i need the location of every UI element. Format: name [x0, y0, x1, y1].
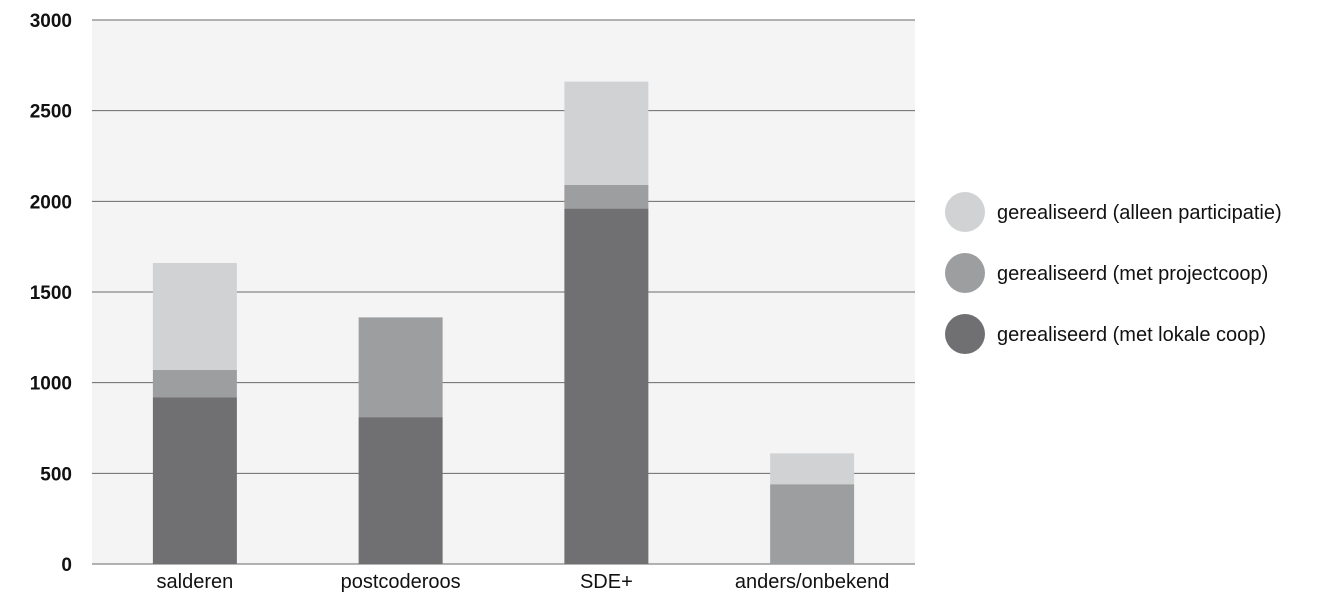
y-tick-label: 2500: [30, 102, 72, 123]
x-tick-label: SDE+: [580, 571, 633, 593]
legend-swatch: [945, 314, 985, 354]
legend-swatch: [945, 192, 985, 232]
bar-segment: [564, 208, 649, 564]
x-axis-ticks: salderen postcoderoos SDE+ anders/onbekend: [157, 571, 890, 593]
x-tick-label: salderen: [157, 571, 234, 593]
y-axis-ticks: 0 500 1000 1500 2000 2500 3000: [30, 11, 72, 576]
bar-segment: [152, 369, 237, 398]
bar-segment: [770, 453, 855, 485]
x-tick-label: anders/onbekend: [735, 571, 890, 593]
bars: [152, 81, 855, 564]
legend-swatch: [945, 253, 985, 293]
y-tick-label: 3000: [30, 11, 72, 32]
y-tick-label: 2000: [30, 192, 72, 213]
bar-segment: [564, 81, 649, 186]
bar-segment: [358, 317, 443, 418]
bar-segment: [152, 262, 237, 370]
x-tick-label: postcoderoos: [341, 571, 461, 593]
bar-segment: [770, 484, 855, 564]
legend-label: gerealiseerd (met lokale coop): [997, 324, 1266, 346]
legend-label: gerealiseerd (met projectcoop): [997, 263, 1268, 285]
legend-label: gerealiseerd (alleen participatie): [997, 202, 1282, 224]
bar-segment: [358, 417, 443, 564]
bar-segment: [152, 397, 237, 564]
y-tick-label: 0: [61, 555, 72, 576]
y-tick-label: 1000: [30, 374, 72, 395]
y-tick-label: 1500: [30, 283, 72, 304]
y-tick-label: 500: [40, 464, 72, 485]
legend: gerealiseerd (alleen participatie) gereal…: [945, 192, 1282, 354]
bar-segment: [564, 185, 649, 209]
